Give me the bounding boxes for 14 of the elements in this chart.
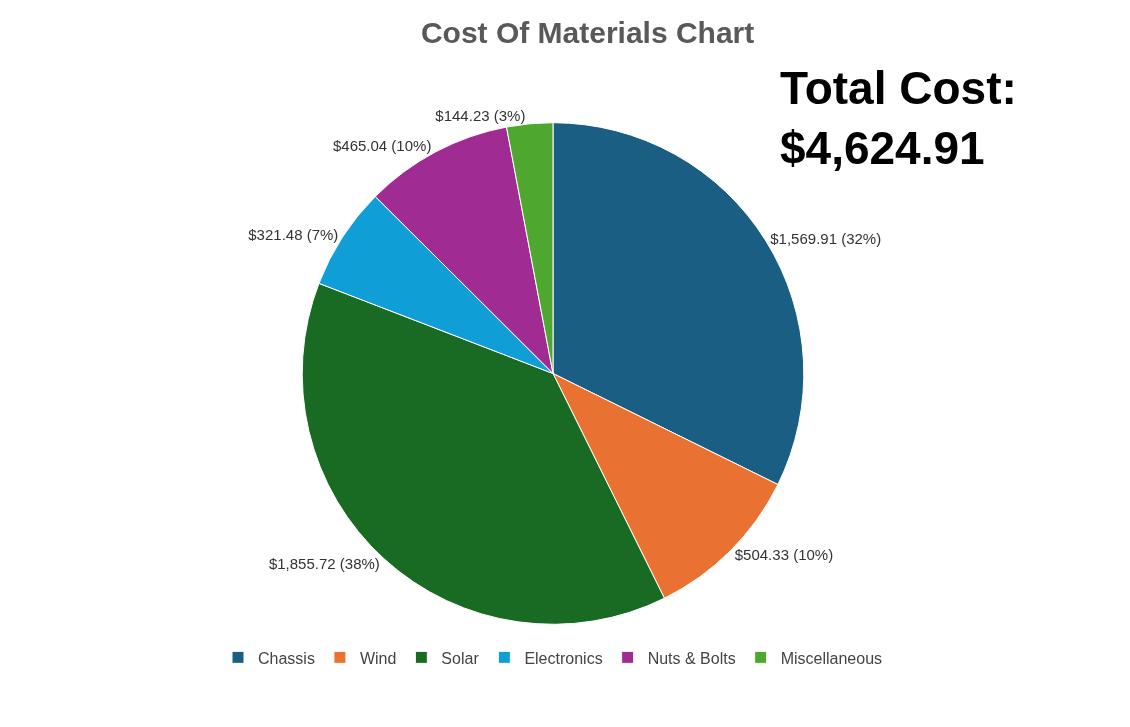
- data-label: $144.23 (3%): [435, 106, 526, 124]
- chart-title: Cost Of Materials Chart: [420, 15, 755, 49]
- data-label: $1,569.91 (32%): [770, 230, 882, 248]
- data-label: $321.48 (7%): [248, 226, 339, 243]
- legend-label: Miscellaneous: [780, 649, 883, 667]
- legend-label: Chassis: [258, 649, 315, 667]
- legend-label: Nuts & Bolts: [647, 649, 736, 667]
- legend-label: Solar: [441, 649, 480, 667]
- text: Total Cost: $4,624.91: [780, 62, 1017, 174]
- data-label: $1,855.72 (38%): [268, 555, 380, 573]
- data-label: $504.33 (10%): [734, 546, 834, 564]
- data-label: $465.04 (10%): [332, 136, 432, 154]
- legend-label: Wind: [359, 649, 397, 667]
- legend-label: Electronics: [524, 649, 603, 667]
